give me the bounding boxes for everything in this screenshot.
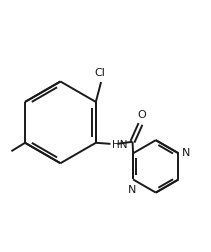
Text: HN: HN — [112, 139, 127, 149]
Text: N: N — [128, 184, 136, 194]
Text: O: O — [137, 110, 146, 120]
Text: Cl: Cl — [95, 68, 106, 78]
Text: N: N — [182, 148, 190, 158]
